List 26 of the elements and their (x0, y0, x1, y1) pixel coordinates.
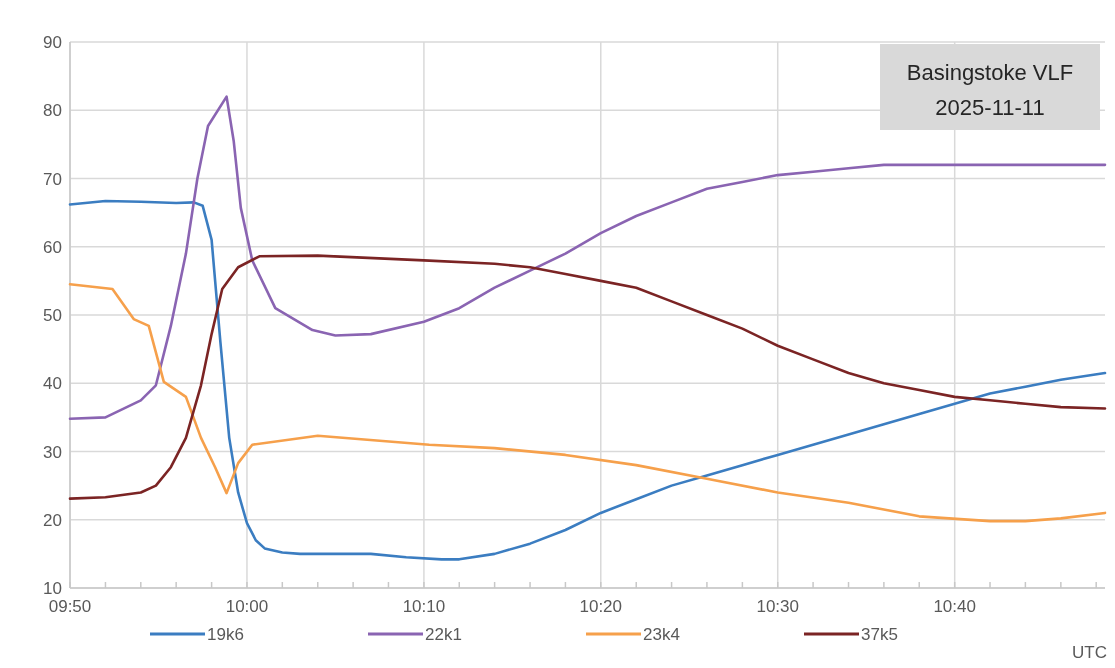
legend-label: 22k1 (425, 625, 462, 644)
x-tick-label: 10:10 (402, 597, 446, 616)
legend-label: 19k6 (207, 625, 244, 644)
x-tick-label: 09:50 (48, 597, 92, 616)
line-series (68, 254, 1107, 500)
text: 2025-11-11 (935, 95, 1045, 120)
y-tick-label: 80 (43, 101, 62, 121)
x-tick-label: 10:20 (579, 597, 623, 616)
line-series (68, 199, 1107, 561)
y-tick-label: 60 (43, 237, 62, 257)
y-tick-label: 40 (43, 374, 62, 394)
y-tick-label: 20 (43, 510, 62, 530)
y-tick-label: 50 (43, 306, 62, 325)
line-series (68, 282, 1107, 523)
line-series (68, 95, 1107, 421)
legend-label: 37k5 (861, 625, 898, 644)
y-tick-label: 90 (43, 33, 62, 52)
x-axis-title: UTC (1072, 643, 1107, 662)
legend-label: 23k4 (643, 625, 680, 644)
text: Basingstoke VLF (906, 60, 1074, 85)
x-tick-label: 10:30 (756, 597, 799, 616)
y-tick-label: 10 (43, 579, 62, 598)
x-tick-label: 10:00 (225, 597, 269, 616)
y-tick-label: 70 (43, 169, 62, 189)
y-tick-label: 30 (43, 442, 62, 462)
x-tick-label: 10:40 (933, 597, 976, 616)
